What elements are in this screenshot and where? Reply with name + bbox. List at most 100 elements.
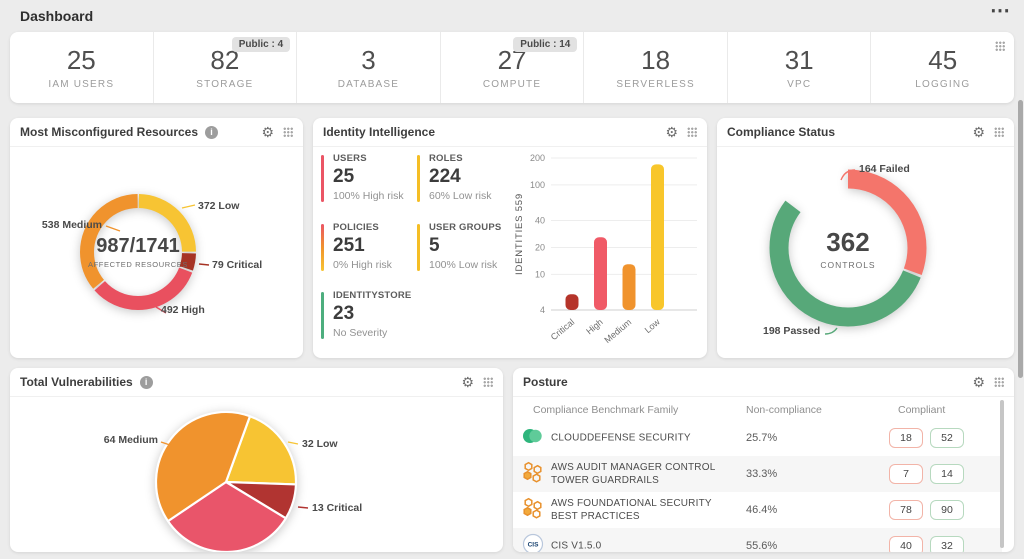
card-header: Total Vulnerabilities i ⚙ [10, 368, 503, 397]
compliant-count-badge[interactable]: 90 [930, 500, 964, 520]
drag-handle-icon[interactable] [283, 127, 293, 137]
info-icon[interactable]: i [139, 375, 153, 389]
public-count-badge: Public : 14 [513, 37, 578, 52]
settings-icon[interactable]: ⚙ [665, 124, 678, 140]
stat-value: 25 [66, 45, 96, 75]
svg-text:Medium: Medium [602, 317, 633, 345]
drag-handle-icon[interactable] [994, 127, 1004, 137]
severity-bar [321, 224, 324, 271]
benchmark-name: CLOUDDEFENSE SECURITY [551, 432, 691, 444]
aws-logo-icon [522, 461, 544, 488]
identity-stat-label: IDENTITYSTORE [333, 290, 412, 301]
topbar: Dashboard ⋯ [0, 0, 1024, 32]
public-count-badge: Public : 4 [231, 37, 291, 52]
stat-item-logging: 45 LOGGING [870, 32, 1014, 103]
stat-label: IAM USERS [48, 79, 115, 90]
identity-stat-risk: 0% High risk [333, 259, 392, 271]
stats-row: 25 IAM USERS Public : 4 82 STORAGE 3 DATABASE P… [10, 32, 1014, 103]
stat-value: 31 [784, 45, 814, 75]
svg-text:10: 10 [535, 269, 545, 279]
stat-label: SERVERLESS [616, 79, 695, 90]
identity-stat-risk: 60% Low risk [429, 190, 492, 202]
identity-stat-value: 25 [333, 166, 355, 187]
low-label: 372 Low [198, 200, 240, 212]
critical-label: 79 Critical [212, 259, 263, 271]
svg-text:Critical: Critical [549, 317, 577, 342]
compliant-count-badge[interactable]: 32 [930, 536, 964, 552]
settings-icon[interactable]: ⚙ [461, 374, 474, 390]
total-vulnerabilities-card: Total Vulnerabilities i ⚙ 64 Medium 32 L… [10, 368, 503, 552]
identity-stat-label: POLICIES [333, 222, 379, 233]
drag-handle-icon[interactable] [994, 377, 1004, 387]
table-scrollbar[interactable] [1000, 400, 1004, 548]
stat-label: LOGGING [915, 79, 971, 90]
compliance-counts: 40 32 [889, 536, 964, 552]
table-row[interactable]: AWS FOUNDATIONAL SECURITY BEST PRACTICES… [513, 492, 1002, 528]
settings-icon[interactable]: ⚙ [972, 374, 985, 390]
non-compliant-count-badge[interactable]: 18 [889, 428, 923, 448]
identity-stat-users: USERS 25 100% High risk [321, 153, 425, 202]
identity-stat-user-groups: USER GROUPS 5 100% Low risk [417, 222, 521, 271]
stat-item-serverless: 18 SERVERLESS [583, 32, 727, 103]
more-menu-icon[interactable]: ⋯ [990, 0, 1010, 22]
low-label: 32 Low [302, 438, 338, 450]
drag-handle-icon[interactable] [995, 41, 1005, 51]
page-title: Dashboard [20, 8, 94, 24]
stat-item-database: 3 DATABASE [296, 32, 440, 103]
svg-text:4: 4 [540, 305, 545, 315]
compliance-counts: 18 52 [889, 428, 964, 448]
compliance-counts: 7 14 [889, 464, 964, 484]
stat-item-compute: Public : 14 27 COMPUTE [439, 32, 584, 103]
cis-logo-icon: CIS [522, 533, 544, 552]
benchmark-icon-wrap: CIS [522, 533, 544, 552]
card-title: Posture [523, 375, 568, 389]
svg-text:CIS: CIS [528, 541, 540, 548]
vulnerabilities-pie-chart[interactable] [154, 410, 298, 552]
compliance-donut-chart[interactable] [766, 166, 930, 330]
settings-icon[interactable]: ⚙ [261, 124, 274, 140]
compliance-counts: 78 90 [889, 500, 964, 520]
column-header-compliant: Compliant [898, 404, 946, 416]
drag-handle-icon[interactable] [687, 127, 697, 137]
table-row[interactable]: CIS CIS V1.5.0 55.6% 40 32 [513, 528, 1002, 552]
drag-handle-icon[interactable] [483, 377, 493, 387]
stat-label: STORAGE [196, 79, 254, 90]
identity-stat-risk: No Severity [333, 327, 388, 339]
stat-label: COMPUTE [482, 79, 542, 90]
identity-stat-value: 224 [429, 166, 461, 187]
misconfigured-donut-chart[interactable] [76, 190, 200, 314]
card-header: Posture ⚙ [513, 368, 1014, 397]
non-compliance-value: 25.7% [746, 432, 778, 444]
clouddefense-logo-icon [522, 427, 544, 450]
stat-value: 45 [928, 45, 958, 75]
stat-label: DATABASE [337, 79, 400, 90]
card-title: Identity Intelligence [323, 125, 436, 139]
identity-stat-roles: ROLES 224 60% Low risk [417, 153, 521, 202]
info-icon[interactable]: i [205, 125, 219, 139]
compliant-count-badge[interactable]: 52 [930, 428, 964, 448]
non-compliant-count-badge[interactable]: 7 [889, 464, 923, 484]
identities-bar-chart[interactable]: 200 100 40 20 10 4 IDENTITIES 559 Critical High M… [513, 140, 703, 357]
identity-stat-value: 23 [333, 303, 355, 324]
page-scrollbar[interactable] [1018, 100, 1023, 378]
critical-label: 13 Critical [312, 502, 363, 514]
stat-item-iam-users: 25 IAM USERS [10, 32, 153, 103]
svg-text:100: 100 [530, 180, 545, 190]
benchmark-name: AWS AUDIT MANAGER CONTROL TOWER GUARDRAI… [551, 462, 716, 486]
svg-text:Low: Low [643, 317, 662, 336]
table-row[interactable]: CLOUDDEFENSE SECURITY 25.7% 18 52 [513, 420, 1002, 456]
non-compliant-count-badge[interactable]: 40 [889, 536, 923, 552]
table-row[interactable]: AWS AUDIT MANAGER CONTROL TOWER GUARDRAI… [513, 456, 1002, 492]
compliant-count-badge[interactable]: 14 [930, 464, 964, 484]
settings-icon[interactable]: ⚙ [972, 124, 985, 140]
non-compliant-count-badge[interactable]: 78 [889, 500, 923, 520]
resource-summary-card: 25 IAM USERS Public : 4 82 STORAGE 3 DATABASE P… [10, 32, 1014, 103]
svg-text:High: High [584, 317, 605, 337]
svg-text:40: 40 [535, 216, 545, 226]
high-label: 492 High [161, 304, 205, 316]
svg-text:IDENTITIES 559: IDENTITIES 559 [514, 193, 525, 275]
svg-text:200: 200 [530, 153, 545, 163]
card-title: Most Misconfigured Resources [20, 125, 199, 139]
card-title: Compliance Status [727, 125, 836, 139]
